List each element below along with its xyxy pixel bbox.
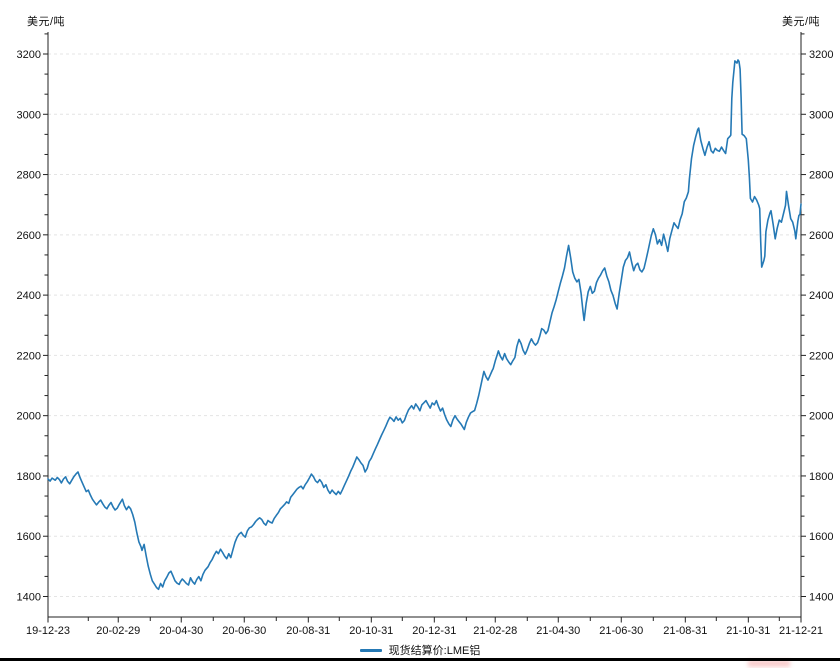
y-tick-label-left: 3200: [17, 49, 41, 61]
y-tick-label-right: 3200: [809, 49, 833, 61]
x-tick-label: 21-02-28: [473, 625, 517, 637]
gridlines: [48, 53, 801, 597]
y-tick-label-right: 3000: [809, 109, 833, 121]
y-tick-label-right: 1600: [809, 531, 833, 543]
y-tick-label-left: 2000: [17, 411, 41, 423]
lme-aluminum-price-chart: 1400 1400 1600 1600 1800 1800 2000 2000 2200 2200…: [17, 32, 834, 637]
legend-series-label: 现货结算价:LME铝: [388, 645, 481, 657]
x-tick-label: 19-12-23: [26, 625, 70, 637]
y-tick-label-left: 3000: [17, 109, 41, 121]
x-tick-label: 20-08-31: [286, 625, 330, 637]
y-axis-unit-label-right: 美元/吨: [782, 16, 821, 28]
x-tick-label: 20-06-30: [222, 625, 266, 637]
y-tick-label-right: 2600: [809, 230, 833, 242]
x-tick-label: 21-06-30: [599, 625, 643, 637]
y-tick-label-left: 2400: [17, 290, 41, 302]
x-tick-label: 20-02-29: [96, 625, 140, 637]
x-tick-label: 21-08-31: [663, 625, 707, 637]
y-tick-label-left: 1400: [17, 592, 41, 604]
axes: [47, 32, 802, 618]
bottom-divider: [0, 658, 840, 661]
x-tick-label: 21-12-21: [779, 625, 823, 637]
x-tick-label: 20-12-31: [412, 625, 456, 637]
price-line-series: [47, 59, 802, 591]
y-tick-label-right: 1800: [809, 471, 833, 483]
legend: 现货结算价:LME铝: [0, 643, 840, 657]
y-tick-label-left: 2800: [17, 170, 41, 182]
axis-ticks: [43, 33, 806, 623]
y-tick-label-left: 1800: [17, 471, 41, 483]
watermark-smudge: [748, 660, 790, 667]
x-tick-label: 20-04-30: [159, 625, 203, 637]
y-tick-label-left: 2200: [17, 350, 41, 362]
axis-labels: 1400 1400 1600 1600 1800 1800 2000 2000 2200 2200…: [17, 49, 834, 637]
x-tick-label: 21-04-30: [536, 625, 580, 637]
legend-line-swatch: [359, 648, 382, 652]
y-tick-label-right: 2200: [809, 350, 833, 362]
x-tick-label: 20-10-31: [349, 625, 393, 637]
y-tick-label-right: 1400: [809, 592, 833, 604]
y-tick-label-left: 2600: [17, 230, 41, 242]
y-tick-label-right: 2400: [809, 290, 833, 302]
y-tick-label-right: 2000: [809, 411, 833, 423]
y-tick-label-right: 2800: [809, 170, 833, 182]
y-axis-unit-label-left: 美元/吨: [27, 16, 66, 28]
x-tick-label: 21-10-31: [726, 625, 770, 637]
y-tick-label-left: 1600: [17, 531, 41, 543]
